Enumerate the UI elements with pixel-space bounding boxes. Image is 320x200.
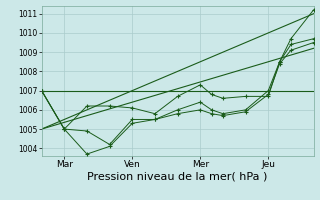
X-axis label: Pression niveau de la mer( hPa ): Pression niveau de la mer( hPa ): [87, 172, 268, 182]
